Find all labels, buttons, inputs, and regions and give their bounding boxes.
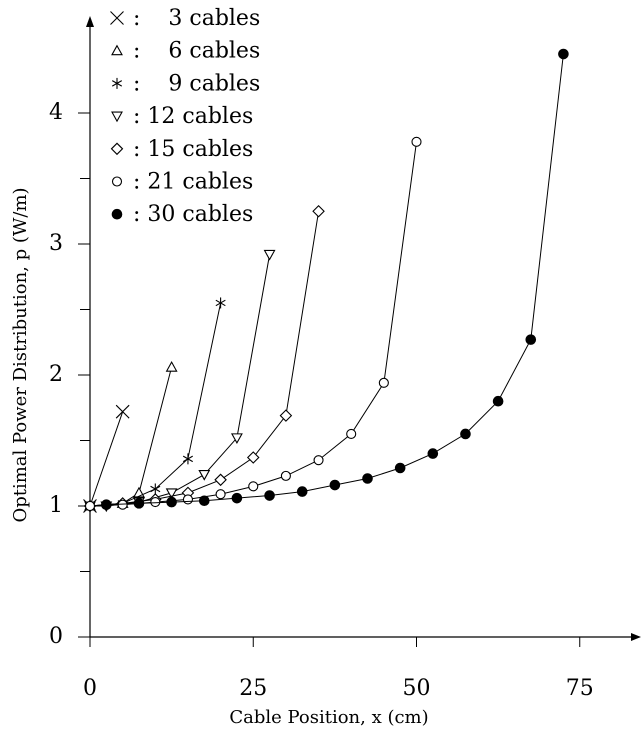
data-point [427, 448, 439, 459]
series-line [89, 302, 222, 507]
y-tick-label: 2 [49, 362, 63, 387]
y-tick-label: 3 [49, 231, 63, 256]
legend-item: : 30 cables [111, 202, 253, 227]
data-point [411, 136, 422, 147]
series-line [89, 411, 124, 507]
y-tick-label: 0 [49, 624, 63, 649]
data-point [329, 479, 341, 491]
legend-item: : 15 cables [110, 137, 253, 162]
data-point [117, 499, 128, 510]
data-point [246, 451, 260, 464]
legend-marker [111, 176, 123, 187]
data-point [198, 495, 210, 507]
legend-label: : 15 cables [133, 137, 253, 162]
data-point [313, 455, 324, 466]
data-point [215, 297, 226, 309]
legend-label: : 3 cables [133, 6, 260, 31]
data-point [460, 428, 471, 440]
x-tick-label: 0 [83, 676, 97, 701]
series-12-cables [84, 249, 276, 513]
legend-item: : 12 cables [111, 104, 253, 129]
data-point [279, 409, 293, 422]
legend-label: : 9 cables [133, 71, 260, 96]
series-line [90, 254, 271, 507]
legend-item: : 21 cables [111, 170, 253, 195]
data-point [362, 473, 373, 484]
data-point [84, 500, 96, 512]
data-point [280, 470, 291, 481]
data-point [101, 499, 112, 510]
series-30-cables [101, 48, 569, 510]
series-line [89, 211, 320, 507]
data-point [182, 453, 193, 465]
data-point [312, 204, 325, 218]
legend-label: : 21 cables [133, 170, 253, 195]
legend-label: : 12 cables [133, 104, 253, 129]
x-tick-label: 50 [403, 676, 431, 701]
data-point [165, 488, 178, 500]
series-layer [83, 48, 569, 513]
series-6-cables [84, 361, 178, 511]
legend-item: : 3 cables [110, 6, 260, 31]
legend-marker [110, 11, 124, 25]
data-point [150, 483, 161, 495]
legend-marker [111, 208, 123, 220]
legend-item: : 9 cables [111, 71, 260, 96]
x-axis-label: Cable Position, x (cm) [229, 707, 428, 728]
data-point [558, 48, 569, 60]
y-tick-label: 4 [49, 100, 63, 125]
legend: : 3 cables : 6 cables : 9 cables : 12 cable… [110, 6, 260, 227]
series-15-cables [83, 204, 325, 513]
data-point [166, 496, 177, 508]
data-point [198, 470, 211, 481]
legend-marker [111, 44, 123, 56]
data-point [378, 377, 389, 388]
data-point [133, 498, 145, 509]
data-point [296, 486, 308, 497]
x-tick-label: 75 [566, 676, 594, 701]
data-point [264, 490, 275, 501]
data-point [115, 404, 130, 419]
legend-marker [111, 111, 123, 123]
y-axis-arrow [86, 16, 94, 27]
data-point [214, 473, 227, 487]
y-axis-label: Optimal Power Distribution, p (W/m) [10, 187, 31, 522]
axes: 0 25 50 75 0 1 2 3 4 [49, 16, 641, 701]
data-point [394, 462, 406, 474]
data-point [231, 492, 243, 504]
x-axis-arrow [631, 633, 641, 641]
legend-marker [111, 77, 123, 89]
legend-label: : 6 cables [133, 39, 260, 64]
data-point [182, 494, 193, 505]
data-point [230, 433, 243, 445]
data-point [492, 395, 504, 407]
data-point [133, 486, 145, 498]
x-tick-label: 25 [239, 676, 267, 701]
y-tick-label: 1 [49, 493, 63, 518]
legend-item: : 6 cables [111, 39, 260, 64]
data-point [248, 481, 259, 492]
data-point [215, 489, 226, 500]
data-point [263, 249, 276, 261]
data-point [525, 334, 537, 345]
data-point [165, 361, 178, 372]
legend-marker [110, 142, 124, 156]
data-point [346, 428, 357, 440]
legend-label: : 30 cables [133, 202, 253, 227]
data-point [150, 497, 161, 508]
